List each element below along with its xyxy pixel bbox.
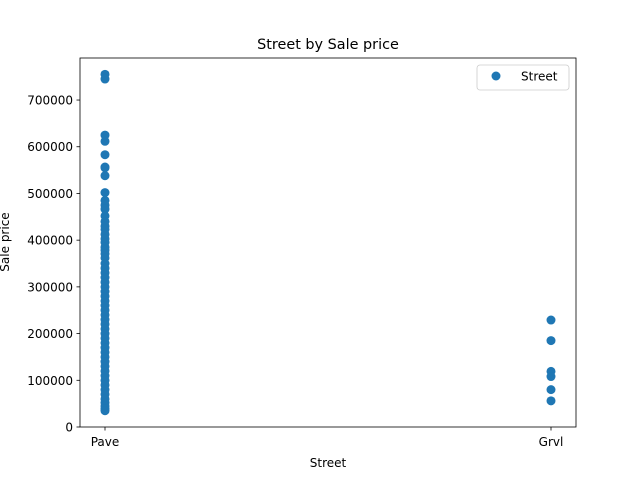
data-point [100,136,110,146]
y-tick-label: 300000 [27,280,73,294]
y-axis-ticks: 0 100000 200000 300000 400000 500000 600000 700… [27,94,80,435]
data-point [100,171,110,181]
data-point [100,204,110,214]
data-points [100,69,556,416]
legend-box [476,64,570,91]
y-tick-label: 600000 [27,140,73,154]
y-tick-label: 700000 [27,94,73,108]
y-tick-label: 500000 [27,187,73,201]
chart-title: Street by Sale price [257,37,399,53]
data-point [546,336,556,346]
legend: Street [476,64,570,91]
data-point [546,372,556,382]
data-point [100,74,110,84]
y-axis-label: Sale price [0,212,12,271]
x-axis-label: Street [310,456,347,470]
data-point [100,406,110,416]
data-point [100,150,110,160]
x-tick-label: Pave [91,435,120,449]
plot-frame [79,57,577,428]
data-point [546,385,556,395]
y-tick-label: 0 [65,421,73,435]
y-tick-label: 200000 [27,327,73,341]
y-tick-label: 400000 [27,234,73,248]
data-point [546,396,556,406]
data-point [100,130,110,140]
y-tick-label: 100000 [27,374,73,388]
data-point [546,315,556,325]
legend-marker [491,71,501,81]
legend-label: Street [521,70,558,84]
data-point [100,188,110,198]
data-point [100,163,110,173]
x-axis-ticks: Pave Grvl [91,427,564,449]
x-tick-label: Grvl [539,435,564,449]
